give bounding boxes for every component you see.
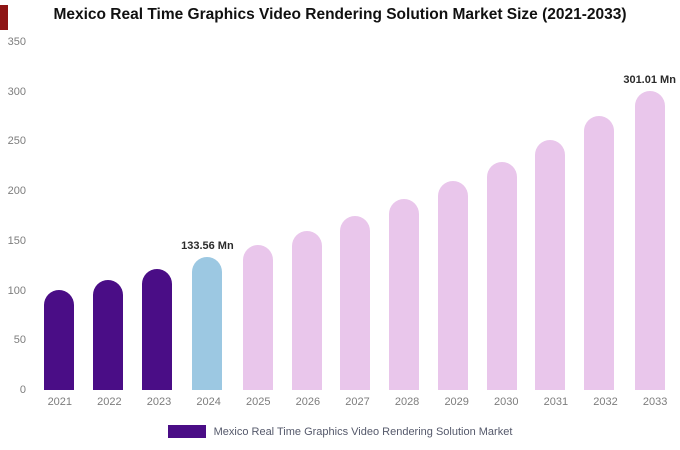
x-tick-label: 2028 — [394, 396, 420, 408]
x-tick-label: 2024 — [196, 396, 221, 408]
x-tick-label: 2032 — [593, 396, 618, 408]
x-tick-label: 2025 — [246, 396, 271, 408]
bar-2032 — [583, 116, 614, 390]
x-tick-label: 2031 — [543, 396, 569, 408]
y-tick-label: 0 — [19, 384, 26, 396]
bar-value-label: 133.56 Mn — [181, 240, 234, 253]
bar-group-2027 — [331, 42, 380, 390]
legend-swatch — [167, 425, 206, 438]
x-tick-label: 2027 — [345, 396, 370, 408]
x-tick-label: 2021 — [47, 396, 73, 408]
bar-2027 — [340, 215, 371, 390]
bars-container: 133.56 Mn 301.01 Mn — [35, 42, 676, 390]
bar-2022 — [93, 280, 124, 390]
y-tick-label: 250 — [7, 135, 26, 148]
legend: Mexico Real Time Graphics Video Renderin… — [0, 425, 680, 438]
bar-group-2025 — [234, 42, 283, 390]
plot-area: 0 50 100 150 200 250 300 350 133.56 Mn 301.01 Mn — [0, 36, 676, 396]
bar-2023 — [141, 269, 172, 390]
brand-mark — [0, 5, 8, 30]
bar-group-2029 — [429, 42, 478, 390]
bar-group-2033: 301.01 Mn — [623, 42, 676, 390]
y-tick-label: 100 — [7, 284, 26, 297]
bar-2030 — [486, 161, 517, 390]
y-tick-label: 150 — [7, 234, 26, 247]
x-axis: 2021 2022 2023 2024 2025 2026 2027 2028 2029 2030… — [35, 396, 680, 408]
bar-2033 — [634, 90, 665, 390]
bar-2024 — [192, 257, 223, 390]
y-axis: 0 50 100 150 200 250 300 350 — [0, 36, 30, 396]
y-tick-label: 50 — [13, 334, 26, 347]
bar-2031 — [535, 139, 566, 390]
y-tick-label: 300 — [7, 85, 26, 98]
bar-group-2032 — [575, 42, 624, 390]
bar-group-2028 — [380, 42, 429, 390]
bar-2026 — [291, 230, 322, 390]
chart-title: Mexico Real Time Graphics Video Renderin… — [53, 6, 627, 23]
bar-group-2023 — [132, 42, 181, 390]
x-tick-label: 2029 — [444, 396, 469, 408]
bar-value-label: 301.01 Mn — [623, 73, 676, 86]
x-tick-label: 2026 — [295, 396, 321, 408]
bar-group-2026 — [282, 42, 331, 390]
x-tick-label: 2033 — [642, 396, 668, 408]
x-tick-label: 2030 — [494, 396, 519, 408]
bar-2021 — [44, 290, 75, 390]
bar-2025 — [243, 244, 274, 390]
x-tick-label: 2023 — [146, 396, 172, 408]
bar-2028 — [389, 199, 420, 390]
bar-2029 — [437, 181, 468, 390]
bar-group-2024: 133.56 Mn — [181, 42, 234, 390]
bar-group-2021 — [35, 42, 84, 390]
x-tick-label: 2022 — [97, 396, 122, 408]
bar-group-2022 — [84, 42, 133, 390]
y-tick-label: 350 — [7, 36, 26, 48]
bar-group-2031 — [526, 42, 575, 390]
legend-label: Mexico Real Time Graphics Video Renderin… — [213, 425, 513, 438]
y-tick-label: 200 — [7, 185, 26, 198]
bar-group-2030 — [477, 42, 526, 390]
